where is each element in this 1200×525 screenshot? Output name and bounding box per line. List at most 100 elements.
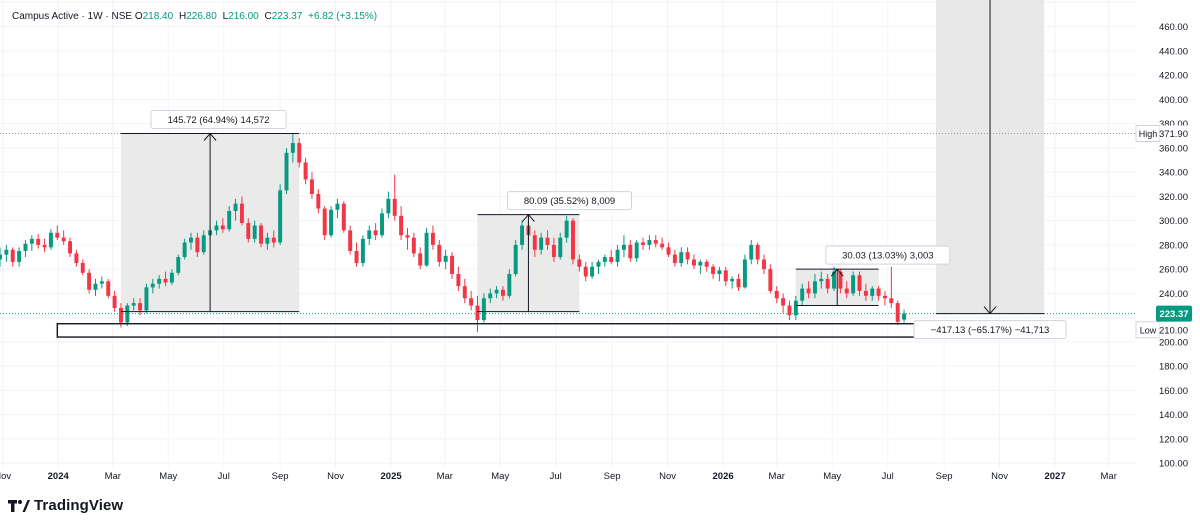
time-tick-label: Mar [1101, 471, 1117, 482]
brand-name: TradingView [34, 497, 124, 514]
time-tick-label: Jul [218, 471, 230, 482]
candle-body [730, 278, 735, 282]
candle-body [303, 162, 308, 180]
candle-body [666, 247, 671, 255]
candle-body [80, 263, 85, 273]
time-axis[interactable]: Nov 2024 Mar May Jul Sep Nov 2025 Mar May Jul Sep No… [0, 471, 1117, 482]
candle-body [774, 290, 779, 299]
candle-body [615, 249, 620, 262]
candle-body [723, 270, 728, 282]
candle-body [42, 244, 47, 248]
candle-body [341, 203, 346, 231]
candle-body [889, 298, 894, 304]
candle-body [564, 220, 569, 238]
price-tick-label: 180.00 [1159, 362, 1188, 373]
candle-body [685, 252, 690, 260]
candle-body [265, 237, 270, 244]
support-zone-box [56, 323, 1001, 338]
price-tick-label: 100.00 [1159, 459, 1188, 470]
candle-body [832, 271, 837, 289]
measure-label-box [507, 191, 633, 211]
candlestick-series [0, 133, 907, 333]
candle-body [176, 257, 181, 273]
high-label: H [178, 11, 187, 22]
candle-body [322, 208, 327, 236]
candle-body [443, 255, 448, 262]
tradingview-logo-icon [8, 499, 30, 512]
measure-label: 80.09 (35.52%) 8,009 [524, 196, 615, 207]
candle-body [61, 237, 66, 242]
time-tick-label: Mar [769, 471, 785, 482]
candle-body [647, 240, 652, 245]
last-price-label: 223.37 [1159, 309, 1188, 320]
time-tick-label: Mar [437, 471, 453, 482]
price-tick-label: 200.00 [1159, 337, 1188, 348]
candle-body [876, 288, 881, 296]
candle-body [48, 232, 53, 248]
price-tick-label: 300.00 [1159, 216, 1188, 227]
candle-body [545, 237, 550, 245]
drop-measure-label-box [913, 320, 1067, 340]
tradingview-brand[interactable]: TradingView [8, 497, 123, 514]
low-value: 216.00 [228, 11, 259, 22]
candle-body [354, 250, 359, 264]
high-value-label: 371.90 [1159, 129, 1188, 140]
measure-label-box [150, 109, 287, 129]
close-label: C [264, 11, 272, 22]
close-value: 223.37 [271, 11, 303, 22]
price-axis[interactable]: 100.00120.00140.00160.00180.00200.00220.… [1135, 22, 1192, 470]
candle-body [411, 237, 416, 254]
candle-body [660, 243, 665, 248]
open-label: O [134, 11, 143, 22]
candle-body [902, 313, 907, 320]
time-tick-label: Nov [327, 471, 344, 482]
candle-body [621, 244, 626, 250]
price-tick-label: 320.00 [1159, 192, 1188, 203]
candle-body [335, 203, 340, 210]
last-price-tag [1156, 305, 1192, 322]
candle-body [851, 275, 856, 294]
measure-label: 30.03 (13.03%) 3,003 [842, 251, 933, 262]
candle-body [462, 286, 467, 299]
candle-body [500, 289, 505, 296]
candle-body [131, 303, 136, 306]
time-tick-label: May [491, 471, 509, 482]
candle-body [392, 198, 397, 216]
high-value: 226.80 [186, 11, 217, 22]
candle-body [456, 274, 461, 287]
candle-body [17, 250, 22, 262]
candle-body [717, 270, 722, 275]
candle-body [99, 281, 104, 284]
candle-body [863, 290, 868, 296]
candle-body [252, 225, 257, 239]
price-tick-label: 360.00 [1159, 143, 1188, 154]
open-value: 218.40 [142, 11, 174, 22]
drop-measure-label: −417.13 (−65.17%) −41,713 [931, 325, 1050, 336]
candle-body [163, 278, 168, 283]
candle-body [857, 275, 862, 291]
candle-body [481, 298, 486, 321]
candle-body [157, 278, 162, 284]
candle-body [539, 237, 544, 250]
candle-body [227, 210, 232, 230]
candle-body [634, 242, 639, 259]
high-value-box [1160, 125, 1192, 142]
candle-body [825, 278, 830, 289]
candle-body [220, 225, 225, 230]
candle-body [551, 244, 556, 258]
candle-body [787, 305, 792, 316]
candle-body [430, 232, 435, 245]
candle-body [838, 271, 843, 289]
candle-body [742, 259, 747, 288]
candle-body [704, 261, 709, 267]
time-tick-label: Jul [882, 471, 894, 482]
candle-body [450, 255, 455, 275]
candle-body [768, 269, 773, 291]
price-tick-label: 400.00 [1159, 95, 1188, 106]
time-tick-label: Nov [0, 471, 11, 482]
candle-body [29, 238, 34, 244]
candle-body [239, 203, 244, 224]
candle-body [590, 266, 595, 277]
candle-body [10, 249, 15, 262]
